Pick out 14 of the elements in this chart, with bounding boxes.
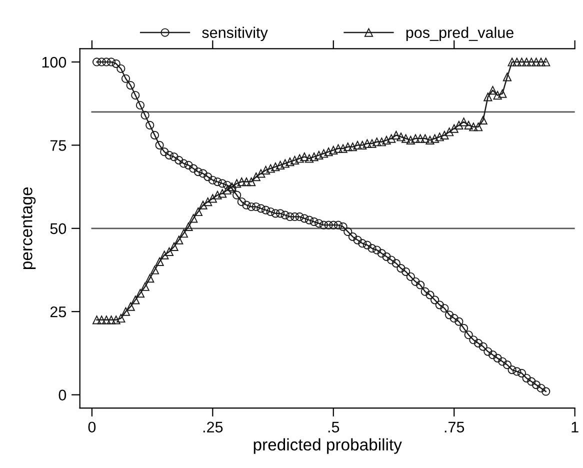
y-tick-label: 0 [58, 390, 66, 400]
x-axis-title: predicted probability [254, 438, 402, 454]
y-axis-title: percentage [21, 187, 36, 270]
x-tick-label: .5 [328, 422, 340, 433]
legend-label: sensitivity [202, 26, 268, 42]
x-tick-label: 1 [572, 422, 578, 432]
y-tick-label: 50 [50, 223, 66, 234]
y-tick-label: 25 [50, 306, 66, 318]
legend-label: pos_pred_value [406, 26, 514, 42]
y-tick-label: 75 [50, 140, 66, 151]
x-tick-label: .75 [444, 422, 464, 433]
x-tick-label: .25 [203, 422, 223, 433]
y-tick-label: 100 [42, 56, 66, 68]
x-tick-label: 0 [88, 422, 96, 433]
